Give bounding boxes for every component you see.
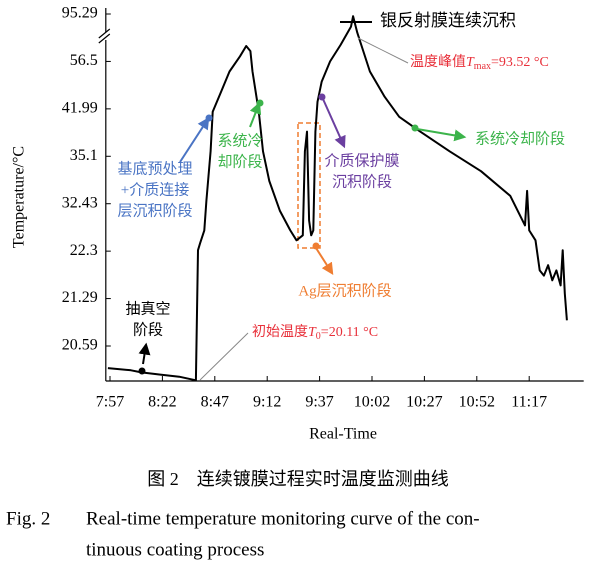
- axis-break: [98, 28, 111, 39]
- caption-en: tinuous coating process: [86, 539, 264, 560]
- legend-label: 银反射膜连续沉积: [380, 11, 516, 30]
- annotation: 初始温度T0=20.11 °C: [252, 323, 378, 342]
- annotation: 温度峰值Tmax=93.52 °C: [410, 54, 549, 72]
- annotation-part: T: [466, 55, 475, 70]
- annotation: 介质保护膜: [324, 152, 399, 169]
- annotation-dot: [312, 242, 320, 250]
- x-tick-label: 8:22: [148, 394, 176, 411]
- annotation-leader: [199, 332, 249, 381]
- caption-label: Fig. 2: [6, 508, 50, 529]
- annotation-arrow: [249, 101, 262, 128]
- axis-break-gap: [97, 32, 114, 40]
- annotation-part: =93.52 °C: [491, 55, 549, 70]
- y-tick-label: 22.3: [70, 242, 98, 259]
- annotation-arrow: [138, 342, 151, 365]
- y-tick-label: 20.59: [62, 337, 98, 354]
- axis-break: [98, 33, 111, 44]
- x-tick-label: 8:47: [201, 394, 229, 411]
- line-series: [107, 15, 568, 382]
- annotation-arrow: [416, 128, 467, 142]
- annotation: 系统冷却阶段: [475, 130, 565, 147]
- annotation: 沉积阶段: [332, 173, 392, 190]
- annotation: 基底预处理: [117, 160, 192, 177]
- y-tick-label: 35.1: [70, 147, 98, 164]
- annotation: 却阶段: [217, 153, 262, 170]
- x-tick-label: 10:02: [354, 394, 390, 411]
- annotation-part: =20.11 °C: [321, 325, 378, 340]
- annotation: 层沉积阶段: [117, 202, 192, 219]
- annotation: +介质连接: [121, 181, 189, 198]
- annotation-arrow: [322, 98, 346, 149]
- annotation: 阶段: [133, 321, 163, 338]
- y-tick-label: 41.99: [62, 100, 98, 117]
- x-tick-label: 9:12: [253, 394, 281, 411]
- annotation-part: 初始温度: [252, 323, 308, 340]
- y-axis-label: Temperature/°C: [11, 146, 28, 248]
- annotation-dot: [138, 367, 146, 375]
- caption-en: Real-time temperature monitoring curve o…: [86, 508, 480, 529]
- annotation-leader: [357, 37, 409, 64]
- x-tick-label: 7:57: [96, 394, 124, 411]
- y-tick-label: 56.5: [70, 52, 98, 69]
- caption-zh: 图 2 连续镀膜过程实时温度监测曲线: [147, 469, 449, 489]
- x-tick-label: 11:17: [511, 394, 547, 411]
- annotation-part: 温度峰值: [410, 54, 466, 70]
- annotation-arrow: [179, 116, 210, 163]
- annotation-arrow: [315, 247, 334, 276]
- y-tick-label: 95.29: [62, 5, 98, 22]
- annotation: 系统冷: [217, 132, 262, 149]
- annotation-dot: [205, 114, 213, 122]
- annotation-dot: [256, 99, 264, 107]
- annotation-dot: [318, 93, 326, 101]
- annotation-part: T: [308, 325, 317, 340]
- annotation-dot: [411, 124, 419, 132]
- annotation: Ag层沉积阶段: [298, 282, 391, 299]
- x-tick-label: 9:37: [305, 394, 333, 411]
- annotation: 抽真空: [125, 299, 170, 317]
- annotation-part: max: [474, 61, 491, 72]
- y-tick-label: 21.29: [62, 289, 98, 306]
- y-tick-label: 32.43: [62, 194, 98, 211]
- x-axis-label: Real-Time: [309, 426, 377, 443]
- highlight-box: [297, 122, 321, 249]
- annotation-part: 0: [316, 331, 321, 342]
- x-tick-label: 10:52: [459, 394, 495, 411]
- x-tick-label: 10:27: [406, 394, 442, 411]
